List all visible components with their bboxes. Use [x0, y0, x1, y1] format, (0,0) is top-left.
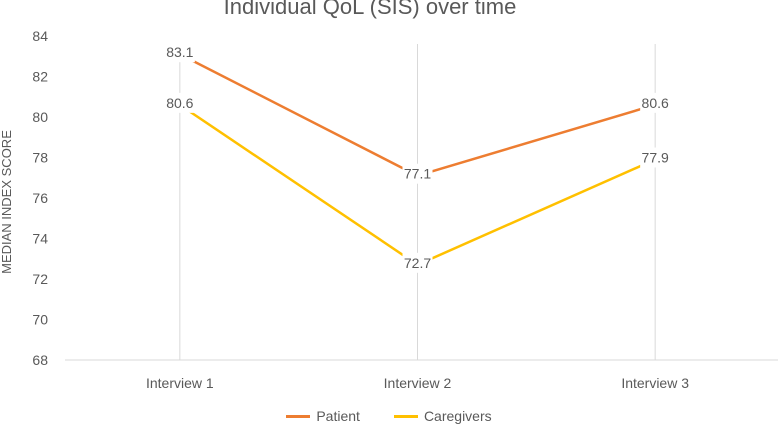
legend-label-caregivers: Caregivers: [423, 408, 492, 424]
data-label: 80.6: [642, 95, 669, 111]
x-tick-label: Interview 3: [621, 375, 689, 391]
data-label-bg: [164, 92, 195, 113]
data-label: 77.1: [404, 166, 431, 182]
y-tick-label: 70: [32, 312, 48, 328]
legend: Patient Caregivers: [0, 408, 778, 424]
legend-label-patient: Patient: [316, 408, 360, 424]
data-label-bg: [402, 252, 433, 273]
data-label: 80.6: [166, 95, 193, 111]
chart-title: Individual QoL (SIS) over time: [223, 0, 517, 19]
legend-swatch-caregivers: [393, 414, 418, 418]
x-tick-label: Interview 1: [146, 375, 214, 391]
legend-item-patient: Patient: [286, 408, 360, 424]
data-label: 72.7: [404, 255, 431, 271]
data-label-bg: [640, 147, 671, 168]
data-label-bg: [640, 92, 671, 113]
y-tick-label: 84: [32, 28, 48, 44]
legend-item-caregivers: Caregivers: [393, 408, 492, 424]
y-axis-title: MEDIAN INDEX SCORE: [0, 130, 14, 274]
y-tick-label: 78: [32, 150, 48, 166]
data-label-bg: [402, 163, 433, 184]
data-label: 77.9: [642, 150, 669, 166]
y-tick-label: 74: [32, 231, 48, 247]
y-tick-label: 72: [32, 271, 48, 287]
data-label: 83.1: [166, 44, 193, 60]
legend-swatch-patient: [286, 414, 311, 418]
x-tick-label: Interview 2: [384, 375, 452, 391]
y-tick-label: 76: [32, 190, 48, 206]
data-label-bg: [164, 42, 195, 63]
y-tick-label: 80: [32, 109, 48, 125]
y-tick-label: 68: [32, 352, 48, 368]
y-tick-label: 82: [32, 69, 48, 85]
